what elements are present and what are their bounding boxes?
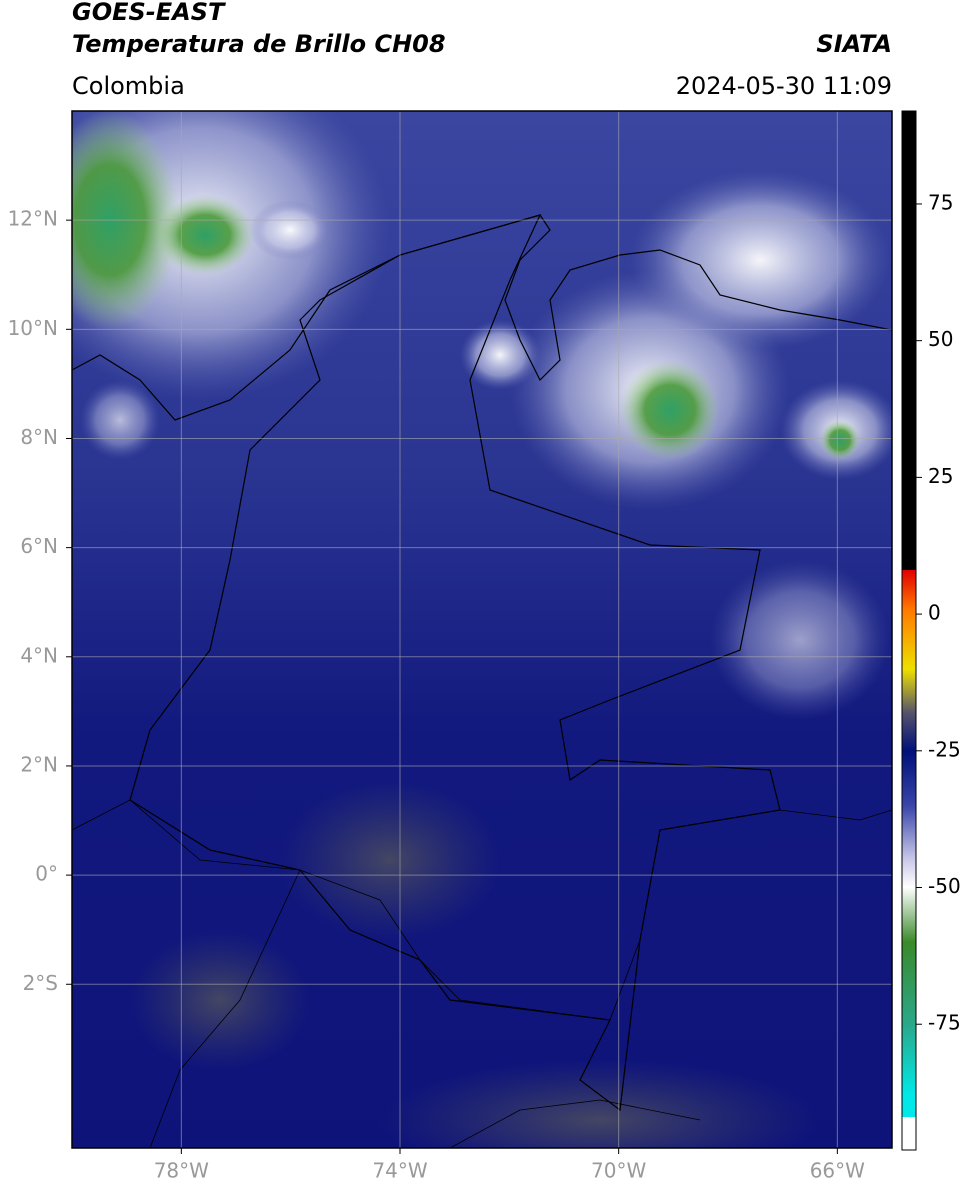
colorbar-tick-label: 75 (928, 190, 953, 214)
colorbar-tick-label: 0 (928, 601, 941, 625)
colorbar-tick-label: 50 (928, 327, 953, 351)
y-tick-label: 10°N (8, 316, 58, 340)
y-tick-label: 12°N (8, 207, 58, 231)
y-tick-label: 2°S (23, 971, 58, 995)
x-tick-label: 70°W (591, 1159, 646, 1183)
y-tick-label: 6°N (20, 534, 58, 558)
colorbar (901, 110, 917, 1151)
colorbar-tick-label: 25 (928, 464, 953, 488)
map-image (72, 111, 892, 1148)
y-tick-label: 8°N (20, 425, 58, 449)
colorbar-tick-label: -25 (928, 737, 961, 761)
y-tick-label: 0° (35, 862, 58, 886)
y-tick-label: 4°N (20, 643, 58, 667)
satellite: GOES-EAST (72, 0, 226, 26)
x-tick-label: 74°W (372, 1159, 427, 1183)
map-frame (71, 110, 893, 1149)
y-tick-label: 2°N (20, 752, 58, 776)
agency: SIATA (816, 30, 892, 58)
grid (72, 111, 892, 1148)
colorbar-tick-label: -75 (928, 1011, 961, 1035)
datetime: 2024-05-30 11:09 (676, 72, 892, 100)
colorbar-tick-label: -50 (928, 874, 961, 898)
x-tick-label: 78°W (154, 1159, 209, 1183)
product: Temperatura de Brillo CH08 (72, 30, 446, 58)
x-tick-label: 66°W (810, 1159, 865, 1183)
region: Colombia (72, 72, 185, 100)
